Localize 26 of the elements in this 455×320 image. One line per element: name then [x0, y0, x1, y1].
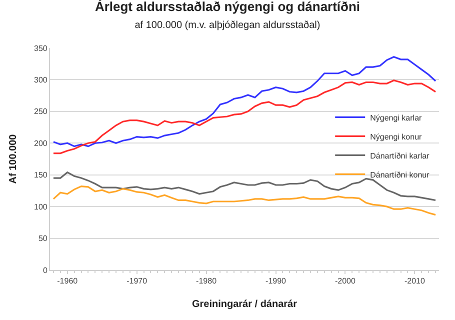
line-series — [52, 185, 436, 216]
chart-subtitle: af 100.000 (m.v. alþjóðlegan aldursstaðal) — [134, 20, 320, 32]
y-tick-label: 250 — [34, 107, 48, 116]
legend-label: Nýgengi konur — [370, 132, 422, 142]
y-tick-label: 100 — [34, 202, 48, 212]
y-tick-label: 0 — [42, 266, 48, 275]
y-tick-label: 200 — [34, 138, 48, 148]
x-tick-label: -1980 — [196, 276, 218, 286]
x-tick-label: -1990 — [266, 276, 287, 286]
legend-label: Nýgengi karlar — [370, 113, 422, 122]
x-tick-label: -2010 — [404, 276, 426, 286]
line-series — [52, 80, 436, 154]
legend-label: Dánartíðni konur — [370, 170, 430, 180]
legend-label: Dánartíðni karlar — [370, 151, 430, 160]
x-axis-title: Greiningarár / dánarár — [192, 299, 298, 310]
x-tick-label: -2000 — [334, 276, 356, 286]
x-tick-label: -1970 — [126, 276, 148, 286]
x-tick-label: -1960 — [57, 276, 78, 286]
y-tick-label: 50 — [38, 234, 48, 244]
line-series — [52, 56, 436, 148]
line-series — [52, 172, 436, 202]
y-tick-label: 300 — [34, 76, 48, 85]
y-tick-label: 150 — [34, 170, 48, 180]
y-tick-label: 350 — [34, 44, 48, 53]
chart-title: Árlegt aldursstaðlað nýgengi og dánartíðni — [94, 0, 360, 14]
y-axis-title: Af 100.000 — [8, 134, 20, 184]
